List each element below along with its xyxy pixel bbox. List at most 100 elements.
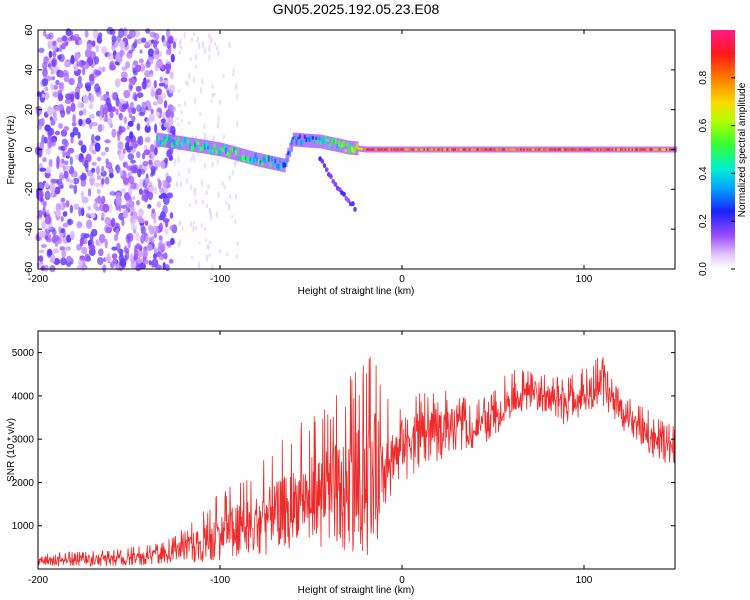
- ridge-cell: [374, 148, 377, 151]
- noise-cell: [236, 120, 239, 128]
- noise-cell: [73, 33, 80, 39]
- ridge-cell: [180, 142, 183, 147]
- noise-cell: [92, 29, 99, 39]
- ridge-cell: [479, 148, 481, 151]
- noise-cell: [80, 191, 85, 199]
- ridge-cell: [515, 148, 517, 151]
- noise-cell: [48, 158, 53, 168]
- ridge-cell: [343, 140, 345, 146]
- y-tick-label: 40: [24, 64, 35, 76]
- noise-cell: [179, 180, 183, 188]
- noise-cell: [111, 128, 117, 138]
- snr-frame: [37, 330, 676, 570]
- ridge-cell: [434, 148, 437, 151]
- noise-cell: [70, 136, 74, 144]
- noise-cell: [107, 104, 113, 113]
- branch-cell: [346, 198, 351, 204]
- noise-cell: [104, 238, 108, 249]
- noise-cell: [66, 255, 72, 263]
- ridge-cell: [398, 148, 401, 151]
- noise-cell: [56, 209, 61, 217]
- noise-cell: [131, 78, 136, 86]
- noise-cell: [145, 235, 152, 244]
- noise-cell: [162, 218, 170, 223]
- noise-cell: [128, 49, 134, 54]
- ridge-cell: [192, 144, 195, 151]
- y-tick-label: 3000: [12, 435, 35, 446]
- noise-cell: [79, 240, 83, 247]
- snr-x-label: Height of straight line (km): [298, 585, 415, 596]
- noise-cell: [78, 110, 84, 116]
- noise-cell: [115, 227, 120, 236]
- ridge-cell: [564, 148, 567, 151]
- noise-cell: [227, 203, 231, 211]
- noise-cell: [201, 199, 205, 205]
- ridge-cell: [230, 147, 232, 151]
- ridge-cell: [441, 148, 444, 151]
- noise-cell: [153, 147, 158, 156]
- noise-cell: [145, 41, 150, 48]
- noise-cell: [129, 131, 134, 140]
- noise-cell: [159, 76, 163, 83]
- noise-cell: [200, 179, 204, 187]
- ridge-cell: [287, 151, 290, 155]
- ridge-cell: [166, 134, 169, 141]
- ridge-cell: [565, 148, 568, 151]
- ridge-halo: [332, 137, 335, 152]
- ridge-cell: [539, 148, 542, 151]
- spectrogram-x-label: Height of straight line (km): [298, 286, 415, 297]
- noise-cell: [170, 237, 175, 245]
- ridge-cell: [221, 148, 224, 153]
- noise-cell: [57, 93, 64, 102]
- ridge-cell: [583, 148, 586, 151]
- noise-cell: [156, 58, 163, 69]
- noise-cell: [152, 253, 158, 260]
- noise-cell: [108, 203, 113, 214]
- noise-cell: [231, 169, 234, 176]
- noise-cell: [201, 78, 204, 85]
- noise-cell: [60, 109, 66, 118]
- snr-series-line: [37, 356, 676, 568]
- branch-cell: [351, 201, 355, 207]
- noise-cell: [150, 108, 154, 115]
- noise-cell: [138, 218, 145, 224]
- noise-cell: [91, 122, 98, 127]
- ridge-cell: [336, 143, 339, 148]
- noise-cell: [161, 118, 166, 124]
- ridge-halo: [249, 150, 252, 165]
- noise-cell: [145, 136, 151, 143]
- y-tick-label: 60: [24, 24, 35, 36]
- noise-cell: [198, 241, 202, 245]
- ridge-cell: [498, 148, 501, 151]
- noise-cell: [45, 209, 50, 216]
- noise-cell: [166, 150, 171, 158]
- ridge-cell: [531, 148, 534, 151]
- noise-cell: [109, 111, 114, 119]
- noise-cell: [229, 194, 232, 199]
- noise-cell: [80, 174, 84, 181]
- noise-cell: [236, 241, 239, 246]
- colorbar-tick-label: 0.2: [698, 214, 709, 228]
- ridge-cell: [546, 148, 549, 151]
- ridge-cell: [415, 148, 418, 151]
- ridge-cell: [266, 155, 268, 161]
- noise-cell: [89, 144, 93, 153]
- noise-cell: [90, 50, 96, 59]
- noise-cell: [123, 116, 128, 124]
- ridge-cell: [547, 148, 550, 151]
- noise-cell: [134, 39, 138, 45]
- ridge-cell: [557, 148, 560, 151]
- ridge-cell: [510, 148, 513, 151]
- ridge-cell: [257, 159, 260, 164]
- noise-cell: [136, 257, 143, 264]
- ridge-cell: [307, 137, 309, 141]
- noise-cell: [65, 150, 71, 156]
- ridge-cell: [157, 135, 160, 142]
- ridge-cell: [454, 148, 457, 151]
- noise-cell: [138, 188, 143, 195]
- ridge-cell: [375, 148, 378, 151]
- noise-cell: [78, 206, 82, 217]
- noise-cell: [106, 252, 111, 261]
- y-tick-label: -20: [24, 182, 35, 197]
- ridge-cell: [461, 148, 463, 151]
